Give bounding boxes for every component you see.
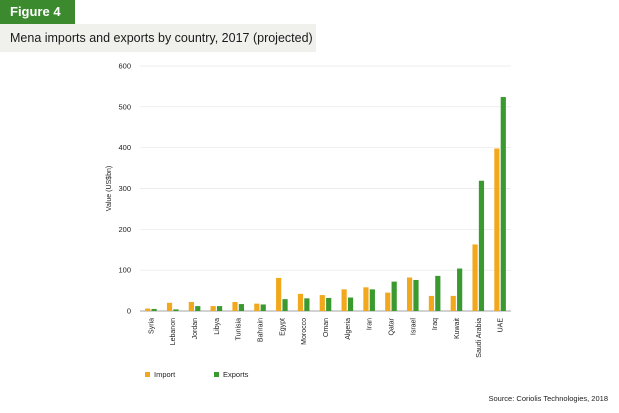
import-bar-oman: [319, 295, 325, 311]
category-label: Algeria: [345, 318, 352, 340]
import-bar-bahrain: [254, 303, 260, 311]
import-bar-uae: [494, 148, 500, 311]
legend-swatch-exports: [214, 372, 219, 377]
category-label: Syria: [148, 318, 155, 334]
exports-bar-kuwait: [457, 268, 463, 311]
category-label: Tunisia: [236, 318, 243, 340]
y-tick-label: 300: [118, 184, 131, 193]
y-tick-label: 500: [118, 102, 131, 111]
category-label: Lebanon: [170, 318, 177, 345]
import-bar-egypt: [276, 277, 282, 311]
exports-bar-lebanon: [173, 309, 179, 311]
category-label: Kuwait: [454, 318, 461, 339]
import-bar-lebanon: [166, 302, 173, 311]
category-label: Bahrain: [258, 318, 265, 342]
exports-bar-jordan: [195, 306, 201, 311]
y-tick-label: 100: [118, 266, 131, 275]
legend-swatch-import: [145, 372, 150, 377]
exports-bar-syria: [151, 308, 157, 311]
import-bar-morocco: [297, 293, 304, 311]
figure-label: Figure 4: [0, 0, 75, 24]
exports-bar-israel: [413, 279, 419, 311]
exports-bar-tunisia: [238, 304, 245, 311]
category-label: Israel: [410, 318, 417, 336]
category-label: Iraq: [432, 318, 439, 330]
import-bar-iraq: [428, 295, 435, 311]
legend-label-exports: Exports: [223, 370, 249, 379]
y-tick-label: 200: [118, 225, 131, 234]
y-tick-label: 0: [127, 307, 131, 316]
y-axis-label: Value (US$bn): [106, 166, 113, 211]
import-bar-iran: [363, 287, 369, 311]
exports-bar-egypt: [282, 299, 288, 311]
exports-bar-uae: [500, 97, 506, 312]
category-label: Jordan: [192, 318, 199, 340]
exports-bar-libya: [216, 306, 223, 311]
exports-bar-qatar: [391, 281, 397, 311]
import-bar-algeria: [341, 289, 347, 311]
chart-title: Mena imports and exports by country, 201…: [0, 24, 316, 52]
import-bar-tunisia: [232, 302, 238, 311]
source-note: Source: Coriolis Technologies, 2018: [488, 394, 608, 403]
import-bar-saudi-arabia: [472, 244, 478, 311]
exports-bar-morocco: [304, 298, 310, 311]
exports-bar-bahrain: [260, 304, 266, 311]
exports-bar-iran: [369, 289, 375, 311]
category-label: Libya: [214, 318, 221, 335]
legend-label-import: Import: [154, 370, 176, 379]
import-bar-qatar: [385, 292, 391, 311]
category-label: UAE: [498, 318, 505, 333]
import-bar-kuwait: [450, 295, 456, 311]
category-label: Qatar: [388, 317, 395, 335]
y-tick-label: 600: [118, 62, 131, 71]
exports-bar-iraq: [435, 275, 441, 311]
category-label: Saudi Arabia: [476, 318, 483, 358]
import-bar-libya: [210, 306, 216, 311]
category-label: Oman: [323, 318, 330, 337]
category-label: Iran: [367, 318, 374, 330]
exports-bar-algeria: [347, 297, 354, 311]
exports-bar-oman: [326, 297, 332, 311]
import-bar-jordan: [188, 302, 194, 311]
exports-bar-saudi-arabia: [478, 180, 485, 311]
import-bar-israel: [406, 277, 413, 311]
category-label: Morocco: [301, 318, 308, 345]
y-tick-label: 400: [118, 143, 131, 152]
category-label: Egypt: [279, 318, 286, 336]
import-bar-syria: [145, 308, 151, 311]
